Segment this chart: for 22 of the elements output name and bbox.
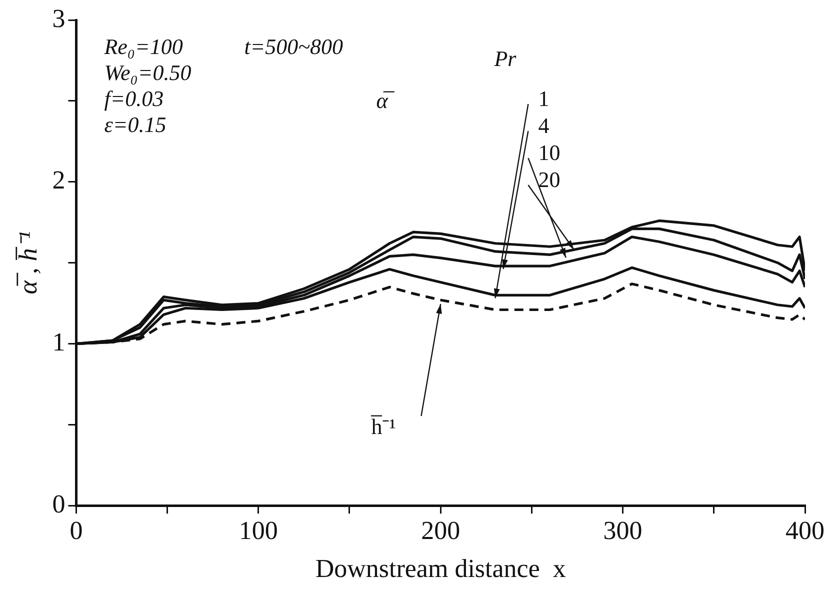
x-axis-title: Downstream distance x <box>315 554 566 584</box>
annotation: ε=0.15 <box>104 112 166 137</box>
x-tick-label: 400 <box>786 516 824 546</box>
text: 10 <box>538 140 560 165</box>
annotation: Re₀=100 <box>103 34 183 59</box>
x-tick-label: 100 <box>238 516 278 546</box>
text: h̅⁻¹ <box>370 414 396 439</box>
annotation: Pr <box>493 46 517 71</box>
y-tick-label: 3 <box>52 4 66 33</box>
y-tick-label: 1 <box>52 328 66 357</box>
y-axis-title: α̅ , h̅⁻¹ <box>13 231 42 294</box>
x-tick-label: 300 <box>603 516 642 546</box>
annotation: t=500~800 <box>244 34 344 59</box>
y-tick-label: 2 <box>52 166 66 195</box>
annotation: f=0.03 <box>104 86 164 111</box>
text: 20 <box>538 166 560 192</box>
annotation: We₀=0.50 <box>104 60 192 85</box>
text: 4 <box>538 112 550 138</box>
annotation: α̅ <box>376 88 395 113</box>
text: 1 <box>538 86 550 111</box>
y-tick-label: 0 <box>52 489 66 518</box>
x-tick-label: 200 <box>421 516 460 546</box>
